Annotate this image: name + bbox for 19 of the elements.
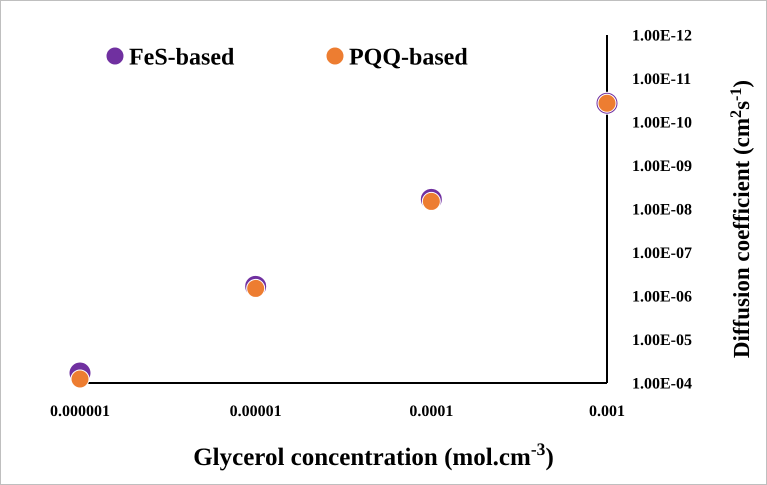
y-tick-label: 1.00E-05 <box>632 332 692 350</box>
point <box>70 370 90 389</box>
y-tick-label: 1.00E-12 <box>632 28 692 45</box>
y-tick-label: 1.00E-07 <box>632 245 692 262</box>
legend-label: PQQ-based <box>349 44 468 70</box>
y-tick-label: 1.00E-11 <box>632 71 692 88</box>
point <box>246 278 266 298</box>
y-tick-label: 1.00E-08 <box>632 202 692 219</box>
point <box>422 192 441 211</box>
x-tick-label: 0.0001 <box>409 403 454 420</box>
x-axis-title: Glycerol concentration (mol.cm$^{-3}$) <box>193 439 554 471</box>
y-tick-label: 1.00E-06 <box>632 288 692 306</box>
legend-label: FeS-based <box>129 44 235 70</box>
x-tick-label: 0.00001 <box>230 403 282 420</box>
x-tick-label: 0.001 <box>589 403 625 420</box>
x-tick-label: 0.000001 <box>50 403 110 420</box>
y-tick-label: 1.00E-10 <box>632 114 692 132</box>
y-tick-label: 1.00E-09 <box>632 158 692 176</box>
y-tick-label: 1.00E-04 <box>632 376 692 393</box>
